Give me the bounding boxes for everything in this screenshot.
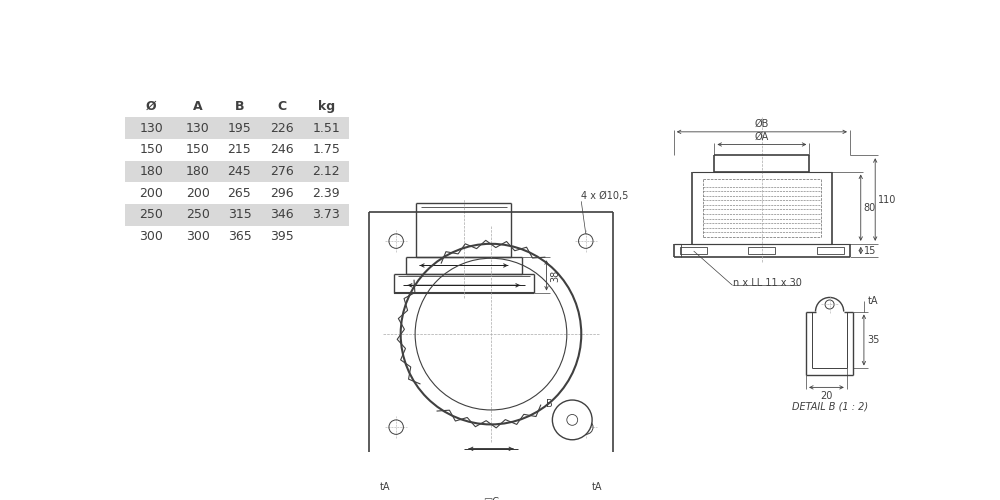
Text: 346: 346 (270, 208, 294, 222)
Text: 1.51: 1.51 (312, 122, 340, 134)
Text: tA: tA (592, 482, 602, 492)
Text: A: A (193, 100, 203, 113)
Text: 300: 300 (140, 230, 163, 243)
Text: B: B (235, 100, 244, 113)
Text: 245: 245 (228, 165, 251, 178)
Text: 250: 250 (186, 208, 210, 222)
Text: 246: 246 (270, 144, 294, 156)
Text: B: B (546, 399, 552, 409)
Text: 276: 276 (270, 165, 294, 178)
Text: 265: 265 (228, 186, 251, 200)
Text: ØA: ØA (755, 132, 769, 142)
Text: 296: 296 (270, 186, 294, 200)
Text: kg: kg (318, 100, 335, 113)
Text: 300: 300 (186, 230, 210, 243)
Text: 200: 200 (140, 186, 163, 200)
Bar (680, 248, 707, 254)
Text: n x LL 11 x 30: n x LL 11 x 30 (733, 278, 801, 287)
Text: DETAIL B (1 : 2): DETAIL B (1 : 2) (792, 402, 868, 412)
Text: 200: 200 (186, 186, 210, 200)
Text: tA: tA (868, 296, 878, 306)
Bar (125, 118, 349, 139)
Text: 80: 80 (863, 202, 876, 212)
Circle shape (552, 400, 592, 440)
Text: 110: 110 (878, 194, 896, 204)
Text: ØB: ØB (755, 119, 769, 129)
Text: 15: 15 (863, 246, 876, 256)
Text: 215: 215 (228, 144, 251, 156)
Text: 20: 20 (820, 391, 833, 401)
Text: Ø: Ø (146, 100, 157, 113)
Bar (817, 248, 844, 254)
Text: 250: 250 (140, 208, 163, 222)
Bar (748, 248, 775, 254)
Text: 3.73: 3.73 (312, 208, 340, 222)
Text: □C: □C (483, 496, 499, 500)
Text: C: C (277, 100, 286, 113)
Text: 130: 130 (140, 122, 163, 134)
Text: 2.12: 2.12 (312, 165, 340, 178)
Text: 226: 226 (270, 122, 294, 134)
Text: 180: 180 (186, 165, 210, 178)
Text: 395: 395 (270, 230, 294, 243)
Text: 315: 315 (228, 208, 251, 222)
Text: 35: 35 (868, 335, 880, 345)
Text: 2.39: 2.39 (312, 186, 340, 200)
Text: 1.75: 1.75 (312, 144, 340, 156)
Text: 130: 130 (186, 122, 210, 134)
Text: 195: 195 (228, 122, 251, 134)
Text: 150: 150 (140, 144, 163, 156)
Text: 150: 150 (186, 144, 210, 156)
Text: 38: 38 (550, 270, 560, 281)
Bar (125, 160, 349, 182)
Text: 4 x Ø10,5: 4 x Ø10,5 (581, 192, 629, 202)
Text: tA: tA (380, 482, 390, 492)
Text: 365: 365 (228, 230, 251, 243)
Text: 180: 180 (140, 165, 163, 178)
Bar (125, 204, 349, 226)
